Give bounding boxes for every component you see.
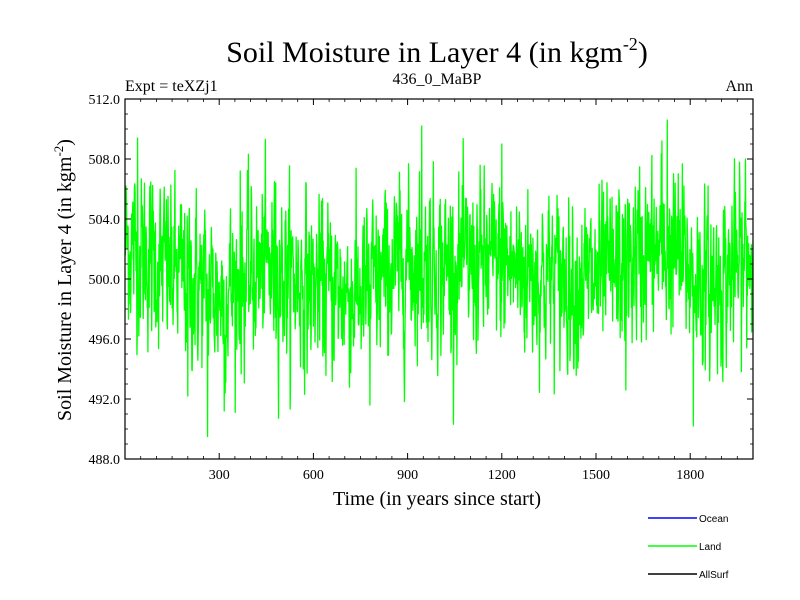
- y-tick-label: 504.0: [89, 213, 121, 228]
- plot-frame: [124, 98, 754, 460]
- legend: Ocean Land AllSurf: [648, 514, 729, 581]
- x-tick-label: 300: [209, 468, 230, 483]
- y-tick-label: 492.0: [89, 393, 121, 408]
- y-tick-label: 496.0: [89, 333, 121, 348]
- plot-area: [125, 119, 753, 438]
- y-tick-label: 488.0: [89, 453, 121, 468]
- x-axis-label: Time (in years since start): [333, 488, 541, 510]
- x-tick-label: 1500: [582, 468, 610, 483]
- x-tick-label: 1200: [488, 468, 516, 483]
- y-axis-label: Soil Moisture in Layer 4 (in kgm-2): [51, 139, 76, 421]
- x-axis: 300 600 900 1200 1500 1800: [140, 99, 738, 483]
- x-tick-label: 1800: [676, 468, 704, 483]
- y-tick-label: 500.0: [89, 273, 121, 288]
- x-tick-label: 600: [303, 468, 324, 483]
- series-line-land: [125, 119, 753, 438]
- chart-title-suffix: ): [638, 36, 648, 69]
- legend-label-allsurf: AllSurf: [699, 570, 729, 581]
- subtitle-center: 436_0_MaBP: [393, 71, 482, 88]
- y-axis-label-suffix: ): [54, 139, 76, 146]
- legend-label-ocean: Ocean: [699, 514, 728, 525]
- x-tick-label: 900: [397, 468, 418, 483]
- chart-title-main: Soil Moisture in Layer 4 (in kgm: [226, 36, 623, 69]
- y-tick-label: 512.0: [89, 93, 121, 108]
- y-axis-label-sup: -2: [51, 146, 66, 157]
- chart-title-sup: -2: [623, 34, 638, 54]
- subtitle-left: Expt = teXZj1: [125, 78, 218, 95]
- y-axis-label-main: Soil Moisture in Layer 4 (in kgm: [54, 156, 76, 421]
- chart-title: Soil Moisture in Layer 4 (in kgm-2): [226, 34, 648, 69]
- legend-label-land: Land: [699, 542, 721, 553]
- subtitle-right: Ann: [725, 78, 753, 95]
- y-tick-label: 508.0: [89, 153, 121, 168]
